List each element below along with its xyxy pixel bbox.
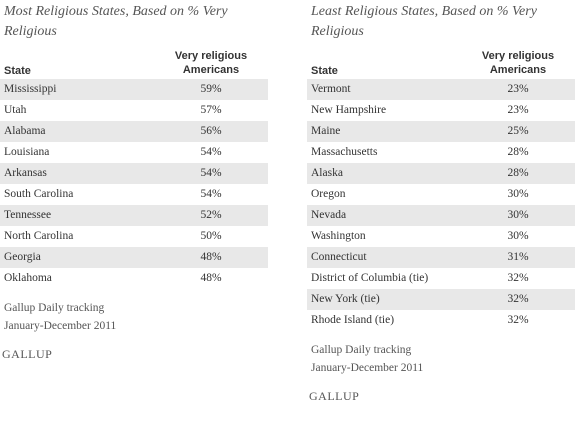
state-name: Tennessee — [4, 209, 52, 221]
state-name: North Carolina — [4, 230, 74, 242]
percent-value: 56% — [200, 125, 222, 137]
table-row: Connecticut 31% — [307, 247, 575, 268]
state-name: Arkansas — [4, 167, 47, 179]
percent-value: 23% — [507, 83, 529, 95]
percent-value: 32% — [507, 293, 529, 305]
state-name: Oklahoma — [4, 272, 52, 284]
column-header: State — [311, 65, 338, 77]
state-name: Utah — [4, 104, 27, 116]
table-row: New York (tie) 32% — [307, 289, 575, 310]
source-note: Gallup Daily tracking January-December 20… — [311, 341, 575, 377]
table-row: North Carolina 50% — [0, 226, 268, 247]
percent-value: 30% — [507, 230, 529, 242]
percent-value: 59% — [200, 83, 222, 95]
table-row: Arkansas 54% — [0, 163, 268, 184]
column-header: Very religious Americans — [174, 50, 248, 76]
table-row: District of Columbia (tie) 32% — [307, 268, 575, 289]
percent-value: 48% — [200, 272, 222, 284]
percent-value: 54% — [200, 188, 222, 200]
percent-value: 31% — [507, 251, 529, 263]
table-row: Utah 57% — [0, 100, 268, 121]
percent-value: 54% — [200, 167, 222, 179]
state-name: Louisiana — [4, 146, 50, 158]
gallup-logo: GALLUP — [2, 347, 53, 361]
state-name: Mississippi — [4, 83, 57, 95]
state-name: Georgia — [4, 251, 41, 263]
table-title: Most Religious States, Based on % Very R… — [4, 4, 228, 39]
percent-value: 57% — [200, 104, 222, 116]
state-name: New York (tie) — [311, 293, 380, 305]
table-row: South Carolina 54% — [0, 184, 268, 205]
state-name: Oregon — [311, 188, 346, 200]
percent-value: 54% — [200, 146, 222, 158]
source-line: January-December 2011 — [4, 320, 117, 332]
table-row: Vermont 23% — [307, 79, 575, 100]
percent-value: 23% — [507, 104, 529, 116]
table-panel: Least Religious States, Based on % Very … — [307, 0, 575, 404]
state-name: Vermont — [311, 83, 351, 95]
state-name: Connecticut — [311, 251, 367, 263]
percent-value: 25% — [507, 125, 529, 137]
state-name: New Hampshire — [311, 104, 387, 116]
table-header: State Very religious Americans — [0, 45, 268, 79]
table-row: Alabama 56% — [0, 121, 268, 142]
state-name: Massachusetts — [311, 146, 378, 158]
percent-value: 52% — [200, 209, 222, 221]
gallup-logo: GALLUP — [309, 389, 360, 403]
table-panel: Most Religious States, Based on % Very R… — [0, 0, 268, 362]
percent-value: 28% — [507, 167, 529, 179]
source-note: Gallup Daily tracking January-December 20… — [4, 299, 268, 335]
table-row: Washington 30% — [307, 226, 575, 247]
table-row: Rhode Island (tie) 32% — [307, 310, 575, 331]
table-row: Oregon 30% — [307, 184, 575, 205]
table-header: State Very religious Americans — [307, 45, 575, 79]
table-row: Tennessee 52% — [0, 205, 268, 226]
column-header: Very religious Americans — [481, 50, 555, 76]
percent-value: 30% — [507, 209, 529, 221]
state-name: Washington — [311, 230, 366, 242]
percent-value: 30% — [507, 188, 529, 200]
percent-value: 32% — [507, 314, 529, 326]
percent-value: 32% — [507, 272, 529, 284]
source-line: Gallup Daily tracking — [311, 344, 412, 356]
percent-value: 28% — [507, 146, 529, 158]
table-row: Oklahoma 48% — [0, 268, 268, 289]
percent-value: 50% — [200, 230, 222, 242]
table-row: Nevada 30% — [307, 205, 575, 226]
table-title: Least Religious States, Based on % Very … — [311, 4, 537, 39]
state-name: Alabama — [4, 125, 46, 137]
percent-value: 48% — [200, 251, 222, 263]
table-row: Georgia 48% — [0, 247, 268, 268]
state-name: Maine — [311, 125, 341, 137]
table-row: Massachusetts 28% — [307, 142, 575, 163]
table-row: Mississippi 59% — [0, 79, 268, 100]
state-name: District of Columbia (tie) — [311, 272, 429, 284]
state-name: South Carolina — [4, 188, 74, 200]
source-line: Gallup Daily tracking — [4, 302, 105, 314]
table-row: Louisiana 54% — [0, 142, 268, 163]
state-name: Rhode Island (tie) — [311, 314, 395, 326]
state-name: Alaska — [311, 167, 343, 179]
column-header: State — [4, 65, 31, 77]
state-name: Nevada — [311, 209, 347, 221]
source-line: January-December 2011 — [311, 362, 424, 374]
table-row: Maine 25% — [307, 121, 575, 142]
table-row: Alaska 28% — [307, 163, 575, 184]
table-row: New Hampshire 23% — [307, 100, 575, 121]
